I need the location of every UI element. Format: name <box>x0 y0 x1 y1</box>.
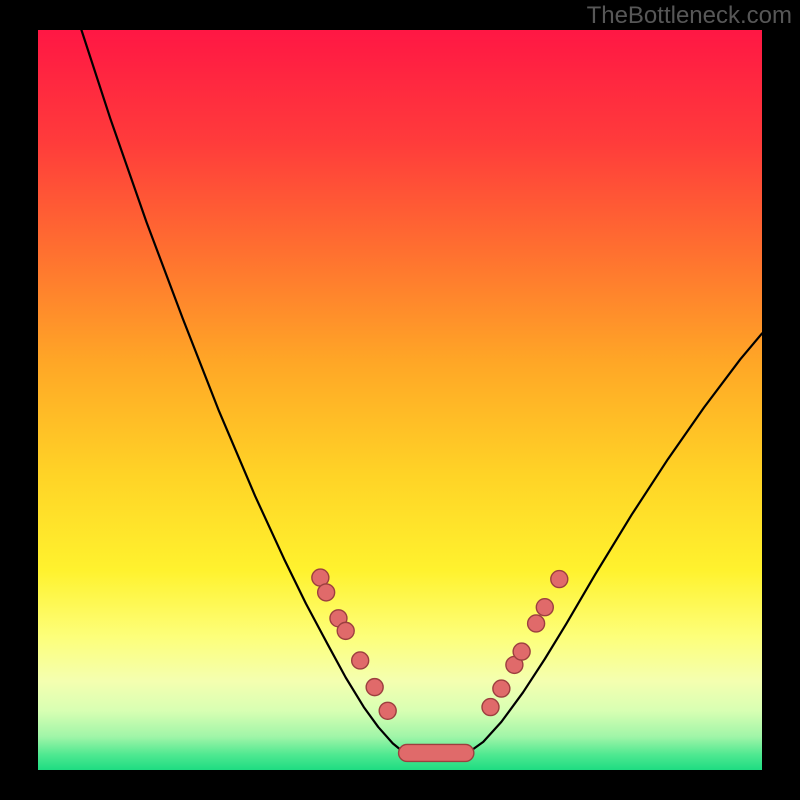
marker-left <box>337 622 354 639</box>
marker-right <box>482 699 499 716</box>
marker-right <box>528 615 545 632</box>
marker-left <box>379 702 396 719</box>
watermark-text: TheBottleneck.com <box>587 2 792 30</box>
chart-svg <box>0 0 800 800</box>
marker-right <box>513 643 530 660</box>
chart-container: TheBottleneck.com <box>0 0 800 800</box>
marker-right <box>551 571 568 588</box>
flat-segment-marker <box>399 744 474 761</box>
marker-left <box>318 584 335 601</box>
marker-left <box>352 652 369 669</box>
marker-left <box>366 679 383 696</box>
marker-right <box>536 599 553 616</box>
marker-right <box>493 680 510 697</box>
plot-background-gradient <box>38 30 762 770</box>
